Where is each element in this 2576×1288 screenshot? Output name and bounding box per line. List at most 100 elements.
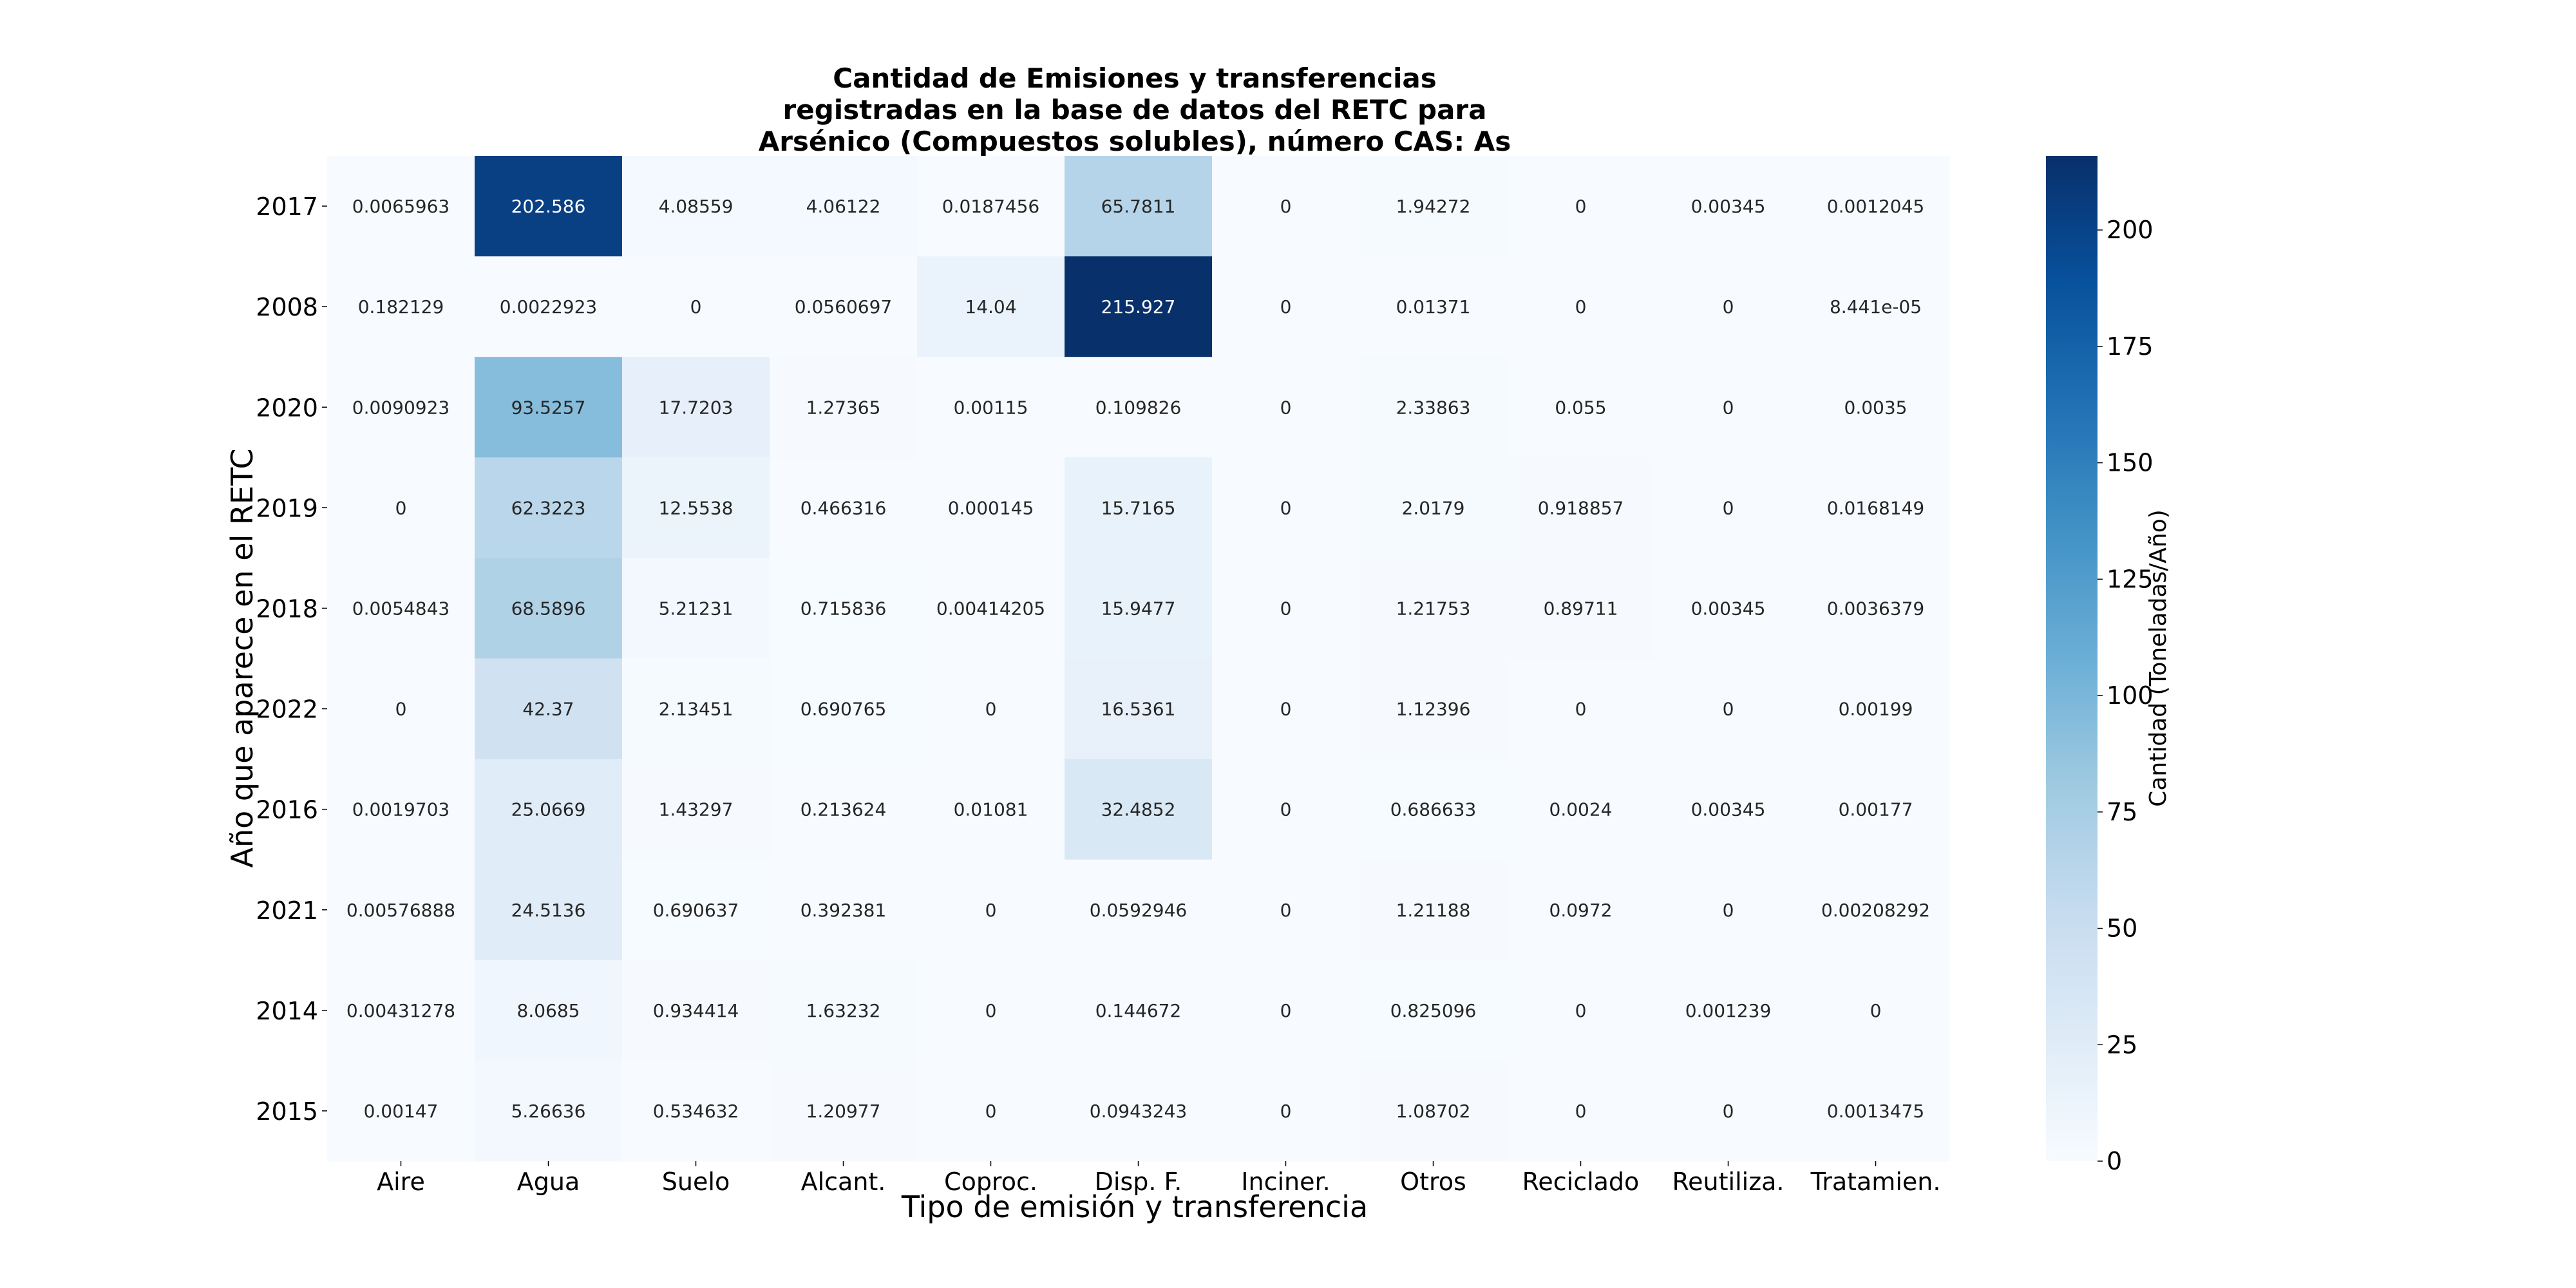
cell-value-label: 0 [1723, 1101, 1734, 1122]
cell-value-label: 4.08559 [659, 196, 734, 217]
cell-value-label: 0.715836 [800, 598, 887, 619]
cell-value-label: 0 [395, 699, 407, 720]
cell-value-label: 0 [1280, 699, 1292, 720]
y-tick-label: 2021 [256, 896, 318, 925]
cell-value-label: 0 [1723, 900, 1734, 921]
chart-title: Cantidad de Emisiones y transferencias r… [759, 62, 1511, 157]
cell-value-label: 0 [1575, 1000, 1587, 1021]
heatmap-cell [1802, 960, 1950, 1061]
colorbar-tick-label: 100 [2107, 681, 2154, 710]
heatmap-cell [917, 156, 1065, 257]
heatmap-cell [1065, 256, 1213, 357]
y-tick-label: 2015 [256, 1097, 318, 1126]
cell-value-label: 2.33863 [1396, 397, 1471, 418]
x-tick-label: Disp. F. [1095, 1168, 1182, 1196]
heatmap-cell [1802, 357, 1950, 458]
colorbar-tick-label: 150 [2107, 449, 2154, 477]
colorbar-tick-label: 75 [2107, 798, 2137, 826]
cell-value-label: 0.00345 [1691, 598, 1766, 619]
cell-value-label: 0 [985, 1101, 997, 1122]
heatmap-cell [1065, 658, 1213, 760]
cell-value-label: 1.63232 [806, 1000, 881, 1021]
cell-value-label: 0.0943243 [1090, 1101, 1187, 1122]
x-tick-label: Alcant. [801, 1168, 886, 1196]
cell-value-label: 0.0013475 [1827, 1101, 1924, 1122]
cell-value-label: 5.26636 [511, 1101, 586, 1122]
cell-value-label: 0.00147 [364, 1101, 439, 1122]
colorbar-tick-label: 175 [2107, 332, 2154, 361]
heatmap-cell [917, 457, 1065, 558]
cell-value-label: 0.0090923 [352, 397, 450, 418]
heatmap-cell [1212, 759, 1360, 860]
heatmap-cell [327, 759, 475, 860]
heatmap-cell [1802, 658, 1950, 760]
heatmap-cell [1802, 558, 1950, 659]
heatmap-cell [1359, 759, 1508, 860]
heatmap-cell [770, 960, 918, 1061]
cell-value-label: 0.00208292 [1821, 900, 1930, 921]
heatmap-cell [770, 1060, 918, 1162]
heatmap-cell [1359, 1060, 1508, 1162]
heatmap-cell [1654, 759, 1803, 860]
cell-value-label: 0.466316 [800, 497, 887, 518]
heatmap-cell [917, 658, 1065, 760]
cell-value-label: 0 [1723, 397, 1734, 418]
cell-value-label: 68.5896 [511, 598, 586, 619]
heatmap-cell [770, 558, 918, 659]
heatmap-cell [1654, 357, 1803, 458]
x-axis-ticks: Aire Agua Suelo Alcant. Coproc. Disp. F. Incin… [377, 1161, 1940, 1196]
heatmap-cell [1507, 658, 1655, 760]
heatmap-cells [327, 156, 1950, 1162]
heatmap-cell [1802, 859, 1950, 961]
cell-value-label: 0.000145 [948, 497, 1034, 518]
cell-value-label: 0.00414205 [936, 598, 1045, 619]
cell-value-label: 0 [1575, 699, 1587, 720]
colorbar: 0 25 50 75 100 125 150 175 200 Cantidad (Tonelad… [2046, 156, 2172, 1175]
heatmap-cell [1065, 759, 1213, 860]
heatmap-cell [327, 357, 475, 458]
y-tick-label: 2014 [256, 997, 318, 1025]
cell-value-label: 0 [985, 699, 997, 720]
cell-value-label: 0.00345 [1691, 799, 1766, 820]
heatmap-cell [475, 457, 623, 558]
cell-value-label: 62.3223 [511, 497, 586, 518]
heatmap-cell [475, 658, 623, 760]
cell-value-label: 0 [985, 900, 997, 921]
heatmap-cell [1212, 457, 1360, 558]
heatmap-cell [1507, 859, 1655, 961]
x-tick-label: Agua [517, 1168, 580, 1196]
x-tick-label: Reutiliza. [1672, 1168, 1784, 1196]
cell-value-label: 1.20977 [806, 1101, 881, 1122]
chart-title-line-3: Arsénico (Compuestos solubles), número C… [759, 126, 1511, 157]
cell-value-label: 0 [985, 1000, 997, 1021]
cell-value-label: 16.5361 [1101, 699, 1176, 720]
heatmap-cell [1654, 558, 1803, 659]
heatmap-cell [327, 658, 475, 760]
cell-value-label: 0.0168149 [1827, 497, 1924, 518]
heatmap-cell [622, 256, 770, 357]
cell-value-label: 0.001239 [1685, 1000, 1772, 1021]
cell-value-label: 17.7203 [659, 397, 734, 418]
cell-value-label: 0.825096 [1390, 1000, 1477, 1021]
cell-value-label: 8.0685 [517, 1000, 580, 1021]
heatmap-cell [1654, 859, 1803, 961]
cell-value-label: 0 [1575, 1101, 1587, 1122]
heatmap-cell [1802, 256, 1950, 357]
heatmap-cell [1065, 558, 1213, 659]
cell-value-label: 0.00431278 [346, 1000, 455, 1021]
heatmap-cell [1359, 859, 1508, 961]
heatmap-cell [770, 156, 918, 257]
heatmap-cell [1212, 859, 1360, 961]
cell-value-label: 15.7165 [1101, 497, 1176, 518]
y-tick-label: 2022 [256, 696, 318, 724]
heatmap-cell [475, 759, 623, 860]
heatmap-cell [1654, 156, 1803, 257]
cell-value-label: 4.06122 [806, 196, 881, 217]
heatmap-cell [327, 960, 475, 1061]
cell-value-label: 2.13451 [659, 699, 734, 720]
heatmap-cell [770, 457, 918, 558]
y-tick-label: 2017 [256, 193, 318, 221]
heatmap-cell [475, 558, 623, 659]
heatmap-cell [622, 960, 770, 1061]
heatmap-cell [1359, 457, 1508, 558]
